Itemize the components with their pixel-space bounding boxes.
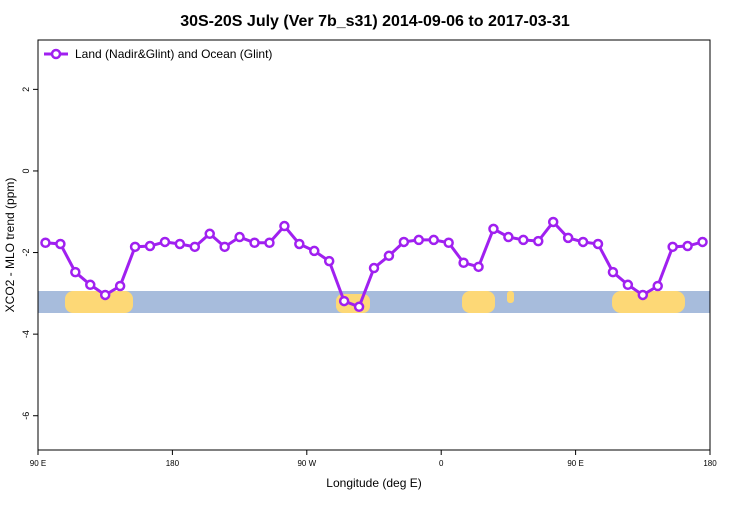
point — [99, 289, 111, 301]
point — [667, 241, 678, 253]
x-tick-label: 90 E — [567, 459, 583, 468]
point — [309, 245, 320, 257]
point — [323, 255, 335, 267]
point — [159, 236, 171, 248]
x-tick-label: 0 — [439, 459, 444, 468]
point — [547, 216, 559, 228]
point — [249, 237, 260, 249]
legend-label: Land (Nadir&Glint) and Ocean (Glint) — [75, 47, 272, 61]
point — [488, 223, 499, 235]
x-tick-label: 90 E — [30, 459, 46, 468]
x-axis-label: Longitude (deg E) — [326, 476, 421, 490]
point — [70, 266, 81, 278]
point — [189, 241, 201, 253]
chart-title: 30S-20S July (Ver 7b_s31) 2014-09-06 to … — [180, 13, 570, 30]
point — [368, 262, 380, 274]
point — [174, 238, 186, 250]
y-tick-label: -6 — [21, 412, 31, 420]
legend-marker — [50, 48, 62, 60]
point — [443, 237, 454, 249]
y-axis-label: XCO2 - MLO trend (ppm) — [3, 178, 17, 313]
land-blob — [612, 291, 685, 313]
point — [55, 238, 66, 250]
map-strip — [38, 291, 710, 313]
x-tick-label: 90 W — [297, 459, 316, 468]
point — [219, 241, 230, 253]
point — [697, 236, 708, 248]
point — [473, 261, 484, 273]
point — [577, 236, 589, 248]
point — [622, 279, 634, 291]
point — [428, 234, 439, 246]
ocean-strip — [38, 291, 710, 313]
x-tick-label: 180 — [166, 459, 180, 468]
point — [85, 279, 96, 291]
y-tick-label: 0 — [21, 168, 31, 173]
point — [518, 234, 529, 246]
land-blob — [462, 291, 495, 313]
point — [264, 237, 275, 249]
point — [592, 238, 604, 250]
point — [383, 250, 395, 262]
point — [682, 240, 693, 252]
point — [338, 295, 350, 307]
y-tick-label: 2 — [21, 87, 31, 92]
land-blob — [507, 291, 514, 303]
point — [353, 301, 365, 313]
point — [533, 235, 544, 247]
point — [637, 289, 649, 301]
point — [129, 241, 141, 253]
point — [398, 236, 410, 248]
x-tick-label: 180 — [703, 459, 717, 468]
land-blob — [65, 291, 133, 313]
point — [607, 266, 619, 278]
y-tick-label: -2 — [21, 249, 31, 257]
point — [40, 237, 51, 249]
plot-frame — [37, 39, 711, 451]
point — [234, 231, 245, 243]
point — [458, 257, 469, 268]
point — [279, 220, 290, 232]
point — [114, 280, 126, 292]
point — [503, 231, 514, 243]
point — [413, 234, 425, 246]
point — [294, 238, 305, 250]
y-tick-label: -4 — [21, 330, 31, 338]
point — [562, 232, 574, 244]
point — [204, 228, 215, 240]
point — [144, 240, 156, 252]
point — [652, 280, 663, 292]
